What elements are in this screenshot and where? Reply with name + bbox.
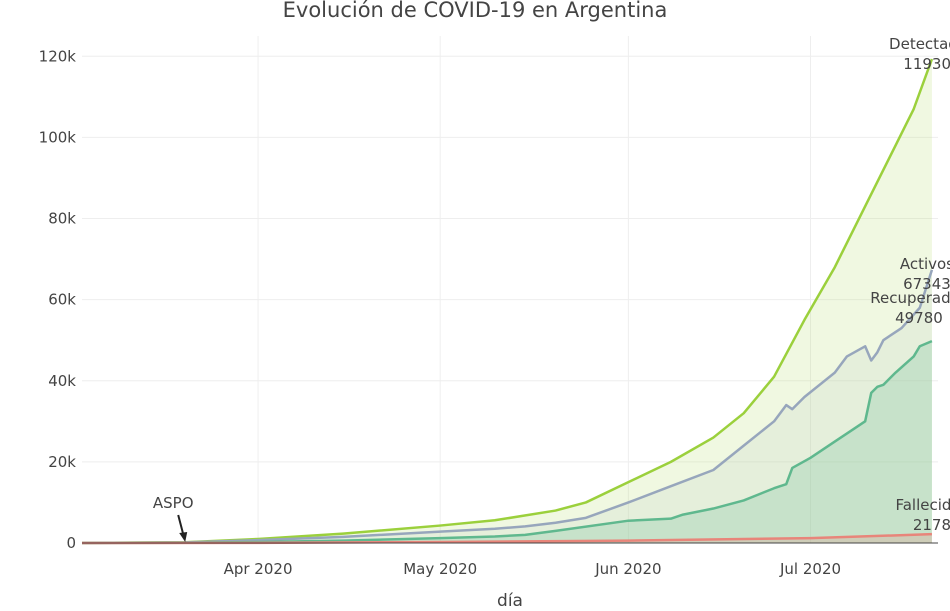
area-recuperados	[82, 341, 932, 543]
series-lines	[81, 58, 934, 545]
area-activos	[82, 269, 932, 543]
line-activos	[81, 269, 934, 545]
annotation-recuperados-value: 49780	[895, 309, 943, 327]
x-tick-label: Jun 2020	[594, 560, 661, 578]
x-axis-title: día	[497, 591, 523, 611]
x-tick-labels: Apr 2020 May 2020 Jun 2020 Jul 2020	[224, 560, 841, 578]
area-fills	[82, 59, 932, 543]
aspo-arrow-head	[179, 532, 188, 542]
x-tick-label: Jul 2020	[779, 560, 841, 578]
annotation-fallecidos-label: Fallecidos	[895, 496, 950, 514]
y-tick-label: 120k	[39, 47, 77, 65]
annotations: Detectados 119301 Activos 67343Recuperados 4…	[153, 35, 950, 542]
y-tick-labels: 0 20k 40k 60k 80k 100k 120k	[39, 47, 77, 552]
y-tick-label: 20k	[48, 453, 76, 471]
line-detectados	[81, 58, 934, 545]
y-tick-label: 60k	[48, 291, 76, 309]
area-detectados	[82, 59, 932, 543]
y-tick-label: 40k	[48, 372, 76, 390]
annotation-aspo: ASPO	[153, 494, 194, 512]
y-tick-label: 100k	[39, 128, 77, 146]
annotation-activos-label: Activos	[900, 255, 950, 273]
chart-title: Evolución de COVID-19 en Argentina	[283, 0, 668, 22]
y-tick-label: 80k	[48, 210, 76, 228]
x-tick-label: May 2020	[403, 560, 477, 578]
annotation-detectados-value: 119301	[903, 55, 950, 73]
annotation-detectados-label: Detectados	[889, 35, 950, 53]
annotation-fallecidos-value: 2178	[913, 516, 950, 534]
annotation-recuperados-label: Recuperados	[870, 289, 950, 307]
annotation-activos-value: 67343	[903, 275, 950, 293]
line-recuperados	[81, 339, 933, 545]
area-fallecidos	[82, 534, 932, 543]
y-tick-label: 0	[66, 534, 76, 552]
x-tick-label: Apr 2020	[224, 560, 293, 578]
